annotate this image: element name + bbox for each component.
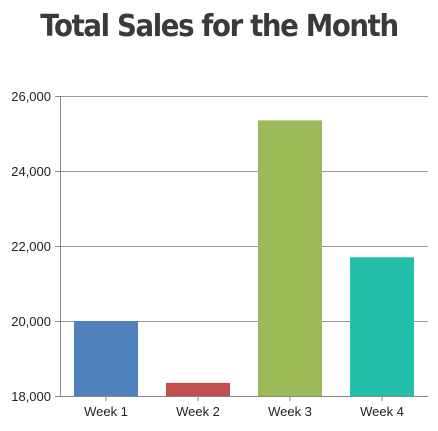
axes xyxy=(55,96,428,401)
y-axis-tick-labels: 18,000 20,000 22,000 24,000 26,000 xyxy=(11,89,51,404)
bar-week-1 xyxy=(74,321,138,396)
y-tick-label: 24,000 xyxy=(11,164,51,179)
y-tick-label: 20,000 xyxy=(11,314,51,329)
x-tick-label: Week 2 xyxy=(176,404,220,419)
bar-week-2 xyxy=(166,382,230,396)
chart-title: Total Sales for the Month xyxy=(40,9,399,44)
y-tick-label: 26,000 xyxy=(11,89,51,104)
x-tick-label: Week 3 xyxy=(268,404,312,419)
bar-week-3 xyxy=(258,120,322,396)
x-tick-label: Week 4 xyxy=(360,404,404,419)
bars xyxy=(74,120,414,396)
bar-week-4 xyxy=(350,257,414,396)
x-tick-label: Week 1 xyxy=(84,404,128,419)
x-axis-tick-labels: Week 1 Week 2 Week 3 Week 4 xyxy=(84,404,404,419)
y-tick-label: 18,000 xyxy=(11,389,51,404)
y-tick-label: 22,000 xyxy=(11,239,51,254)
